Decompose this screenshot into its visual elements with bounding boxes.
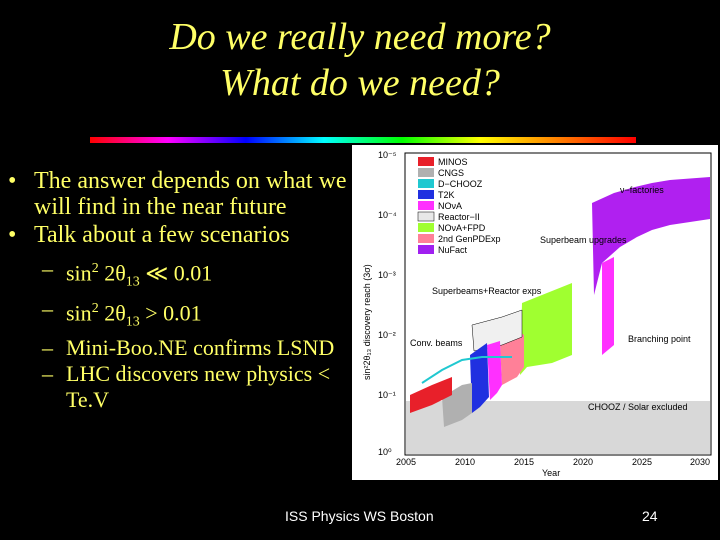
sub-bullet-sub: 13 [125, 274, 140, 290]
bullet-text: The answer depends on what we will find … [34, 168, 347, 220]
reactor-annotation: Superbeams+Reactor exps [432, 286, 542, 296]
legend-label-nova-fpd: NOνA+FPD [438, 223, 486, 233]
legend-label-cngs: CNGS [438, 168, 464, 178]
legend-label-nufact: NuFact [438, 245, 468, 255]
nova-fpd-band [520, 283, 572, 375]
sub-bullet-post: > 0.01 [139, 300, 202, 326]
bullet-item: • Talk about a few scenarios [8, 222, 348, 248]
sub-bullet-item: – sin2 2θ13 ≪ 0.01 [8, 256, 348, 296]
sub-bullet-pre: sin [66, 260, 92, 286]
legend-swatch-cngs [418, 168, 434, 177]
y-tick-label: 10⁰ [378, 447, 392, 457]
sensitivity-plot-svg: ν−factories Superbeam upgrades Superbeam… [362, 150, 712, 478]
sensitivity-plot: ν−factories Superbeam upgrades Superbeam… [352, 145, 718, 480]
title-line-2: What do we need? [220, 62, 500, 104]
page-number: 24 [642, 508, 658, 524]
y-tick-label: 10⁻⁴ [378, 210, 397, 220]
x-tick-label: 2015 [514, 457, 534, 467]
y-tick-label: 10⁻¹ [378, 390, 396, 400]
bullet-item: • The answer depends on what we will fin… [8, 168, 348, 220]
t2k-band [470, 343, 489, 413]
legend-label-minos: MINOS [438, 157, 468, 167]
legend-swatch-t2k [418, 190, 434, 199]
bullet-marker: • [8, 222, 17, 248]
legend-label-nova: NOνA [438, 201, 462, 211]
y-tick-label: 10⁻² [378, 330, 396, 340]
legend-swatch-minos [418, 157, 434, 166]
sub-bullet-post: ≪ 0.01 [139, 260, 213, 286]
sub-bullet-mid: 2θ [98, 260, 126, 286]
sub-bullet-sup: 2 [91, 261, 99, 276]
sub-bullet-marker: – [42, 361, 53, 387]
x-axis-label: Year [542, 468, 560, 478]
legend-swatch-nufact [418, 245, 434, 254]
legend-swatch-reactor [417, 211, 435, 222]
sub-bullet-sub: 13 [125, 314, 140, 330]
minos-band [410, 377, 452, 413]
x-tick-label: 2005 [396, 457, 416, 467]
legend-label-second-gen: 2nd GenPDExp [438, 234, 501, 244]
legend-swatch-second-gen [418, 234, 434, 243]
bullet-marker: • [8, 168, 17, 194]
sub-bullet-item: – sin2 2θ13 > 0.01 [8, 296, 348, 336]
footer-text: ISS Physics WS Boston [285, 508, 434, 524]
sub-bullet-text: LHC discovers new physics < Te.V [66, 361, 331, 413]
slide-title: Do we really need more? What do we need? [0, 14, 720, 106]
rainbow-divider [90, 137, 636, 143]
bullet-text: Talk about a few scenarios [34, 222, 290, 248]
y-tick-label: 10⁻³ [378, 270, 396, 280]
x-axis: 2005 2010 2015 2020 2025 2030 Year [396, 457, 710, 478]
sub-bullet-text: Mini-Boo.NE confirms LSND [66, 335, 335, 361]
legend-swatch-nova-fpd [418, 223, 434, 232]
conv-annotation: Conv. beams [410, 338, 463, 348]
reactor-ii-band [471, 309, 523, 352]
legend-label-t2k: T2K [438, 190, 455, 200]
plot-legend: MINOS CNGS D−CHOOZ T2K NOνA Reactor−II N… [417, 157, 501, 255]
title-line-1: Do we really need more? [169, 16, 551, 58]
branching-annotation: Branching point [628, 334, 691, 344]
superbeam-upgrade-band [602, 257, 614, 355]
dchooz-line [421, 356, 512, 384]
bullet-list: • The answer depends on what we will fin… [8, 168, 348, 413]
sub-bullet-marker: – [42, 256, 53, 281]
legend-label-reactor: Reactor−II [438, 212, 480, 222]
x-tick-label: 2030 [690, 457, 710, 467]
sub-bullet-marker: – [42, 335, 53, 361]
y-axis-label: sin²2θ₁₃ discovery reach (3σ) [362, 264, 372, 380]
chooz-annotation: CHOOZ / Solar excluded [588, 402, 688, 412]
sub-bullet-item: – LHC discovers new physics < Te.V [8, 361, 348, 413]
sub-bullet-mid: 2θ [98, 300, 126, 326]
sub-bullet-pre: sin [66, 300, 92, 326]
nufact-annotation: ν−factories [620, 185, 664, 195]
x-tick-label: 2020 [573, 457, 593, 467]
x-tick-label: 2025 [632, 457, 652, 467]
sub-bullet-marker: – [42, 295, 53, 321]
nova-band [487, 341, 502, 400]
sub-bullet-sup: 2 [91, 300, 99, 316]
y-tick-label: 10⁻⁵ [378, 150, 397, 160]
legend-swatch-dchooz [418, 179, 434, 188]
x-tick-label: 2010 [455, 457, 475, 467]
superbeam-annotation: Superbeam upgrades [540, 235, 627, 245]
legend-label-dchooz: D−CHOOZ [438, 179, 483, 189]
nufact-band [592, 177, 710, 295]
legend-swatch-nova [418, 201, 434, 210]
sub-bullet-item: – Mini-Boo.NE confirms LSND [8, 335, 348, 361]
y-axis: 10⁻⁵ 10⁻⁴ 10⁻³ 10⁻² 10⁻¹ 10⁰ sin²2θ₁₃ di… [362, 150, 397, 457]
